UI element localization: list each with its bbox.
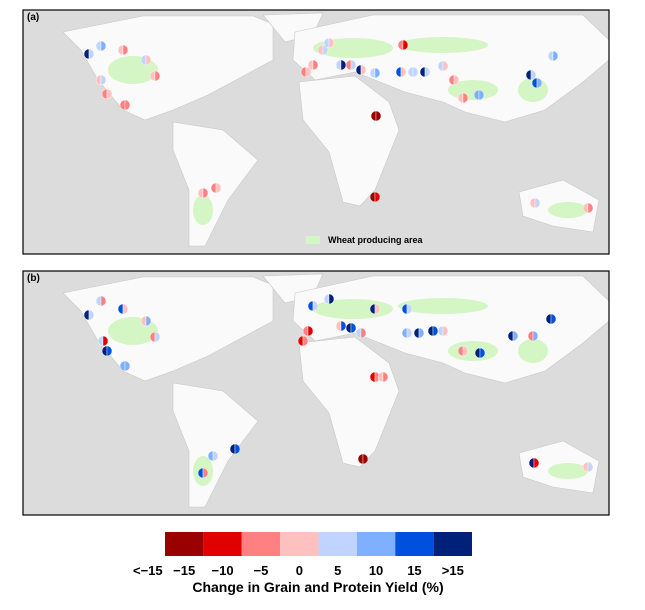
map-note: Wheat producing area <box>328 235 424 245</box>
site-right <box>350 59 357 71</box>
site-right <box>375 110 382 122</box>
site-right <box>442 325 449 337</box>
site-right <box>124 99 131 111</box>
color-swatch <box>356 532 396 556</box>
site-right <box>122 303 129 315</box>
colorbar: <−15 −15 −10 −5 0 5 10 15 >15 <box>133 532 472 578</box>
site-right <box>462 345 469 357</box>
site-right <box>305 66 312 78</box>
site-right <box>462 92 469 104</box>
site-right <box>88 309 95 321</box>
colorbar-label: 15 <box>407 563 421 578</box>
site-right <box>106 345 113 357</box>
site-right <box>122 44 129 56</box>
site-right <box>202 467 209 479</box>
site-right <box>533 457 540 469</box>
site-right <box>382 371 389 383</box>
site-right <box>374 67 381 79</box>
color-swatch <box>241 532 281 556</box>
color-swatch <box>433 532 472 556</box>
site-right <box>374 303 381 315</box>
site-right <box>374 191 381 203</box>
site-right <box>532 330 539 342</box>
site-right <box>145 54 152 66</box>
site-right <box>312 300 319 312</box>
site-right <box>442 60 449 72</box>
site-right <box>88 48 95 60</box>
site-right <box>478 89 485 101</box>
site-right <box>406 303 413 315</box>
colorbar-label: 10 <box>369 563 383 578</box>
site-right <box>512 330 519 342</box>
site-right <box>479 347 486 359</box>
site-right <box>362 453 369 465</box>
site-right <box>453 74 460 86</box>
site-right <box>536 77 543 89</box>
site-right <box>534 197 541 209</box>
site-right <box>418 327 425 339</box>
site-right <box>307 325 314 337</box>
site-right <box>154 331 161 343</box>
site-right <box>587 202 594 214</box>
site-right <box>400 66 407 78</box>
site-right <box>234 443 241 455</box>
panel-a: (a) Wheat producing area <box>22 9 610 255</box>
panel-label: (b) <box>27 273 40 284</box>
colorbar-label: 0 <box>296 563 303 578</box>
color-swatch <box>165 532 204 556</box>
site-right <box>587 461 594 473</box>
panel-label: (a) <box>27 12 39 23</box>
site-right <box>530 69 537 81</box>
site-right <box>100 295 107 307</box>
site-right <box>154 70 161 82</box>
site-right <box>102 335 109 347</box>
colorbar-label: −15 <box>173 563 195 578</box>
colorbar-label: −5 <box>254 563 269 578</box>
legend-title: Change in Grain and Protein Yield (%) <box>192 579 443 595</box>
site-right <box>312 59 319 71</box>
site-right <box>328 37 335 49</box>
site-right <box>350 322 357 334</box>
site-right <box>302 335 309 347</box>
colorbar-label: <−15 <box>133 563 163 578</box>
site-right <box>406 327 413 339</box>
color-swatch <box>395 532 434 556</box>
color-swatch <box>203 532 242 556</box>
site-right <box>424 66 431 78</box>
site-right <box>124 360 131 372</box>
site-right <box>552 50 559 62</box>
site-right <box>412 66 419 78</box>
colorbar-label: >15 <box>442 563 464 578</box>
site-right <box>202 187 209 199</box>
colorbar-label: −10 <box>212 563 234 578</box>
site-right <box>145 315 152 327</box>
site-right <box>360 64 367 76</box>
colorbar-label: 5 <box>334 563 341 578</box>
site-right <box>360 327 367 339</box>
panel-b: (b) <box>22 270 610 516</box>
site-right <box>100 74 107 86</box>
site-right <box>402 39 409 51</box>
site-right <box>212 450 219 462</box>
site-right <box>328 293 335 305</box>
site-right <box>215 182 222 194</box>
site-right <box>550 313 557 325</box>
site-right <box>100 40 107 52</box>
color-swatch <box>318 532 357 556</box>
site-right <box>106 88 113 100</box>
color-swatch <box>280 532 319 556</box>
